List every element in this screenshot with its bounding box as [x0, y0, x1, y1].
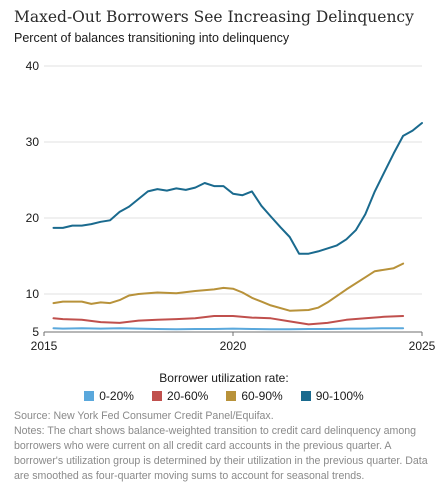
legend-swatch — [151, 391, 162, 401]
legend-swatch — [226, 391, 237, 401]
methodology-note: Notes: The chart shows balance-weighted … — [14, 425, 428, 482]
chart-subtitle: Percent of balances transitioning into d… — [14, 31, 290, 45]
series-line-90-100% — [52, 122, 423, 255]
y-tick-label-5: 5 — [32, 325, 39, 339]
series-lines — [52, 122, 423, 331]
y-axis: 5 10 20 30 40 — [26, 59, 40, 339]
legend-label: 90-100% — [315, 389, 364, 403]
y-tick-label-20: 20 — [26, 211, 40, 225]
legend: 0-20% 20-60% 60-90% 90-100% — [0, 389, 448, 403]
series-line-60-90% — [52, 262, 405, 312]
series-line-20-60% — [52, 315, 405, 326]
legend-item-0-20%: 0-20% — [84, 389, 134, 403]
legend-item-90-100%: 90-100% — [300, 389, 364, 403]
legend-label: 60-90% — [241, 389, 283, 403]
legend-label: 0-20% — [99, 389, 134, 403]
chart-title: Maxed-Out Borrowers See Increasing Delin… — [14, 8, 414, 26]
y-tick-label-10: 10 — [26, 287, 40, 301]
y-tick-label-40: 40 — [26, 59, 40, 73]
legend-label: 20-60% — [166, 389, 209, 403]
y-tick-label-30: 30 — [26, 135, 40, 149]
legend-swatch — [300, 391, 311, 401]
legend-swatch — [84, 391, 95, 401]
x-tick-label-2025: 2025 — [409, 339, 436, 353]
legend-item-60-90%: 60-90% — [226, 389, 283, 403]
x-tick-label-2020: 2020 — [220, 339, 247, 353]
legend-title: Borrower utilization rate: — [159, 371, 289, 385]
chart-notes: Source: New York Fed Consumer Credit Pan… — [14, 409, 438, 484]
grid-lines — [44, 65, 422, 333]
line-chart: 5 10 20 30 40 2015 2020 2025 — [26, 59, 436, 353]
series-line-0-20% — [52, 327, 405, 331]
legend-item-20-60%: 20-60% — [151, 389, 209, 403]
x-tick-label-2015: 2015 — [31, 339, 58, 353]
x-axis: 2015 2020 2025 — [31, 332, 436, 353]
source-note: Source: New York Fed Consumer Credit Pan… — [14, 410, 274, 422]
